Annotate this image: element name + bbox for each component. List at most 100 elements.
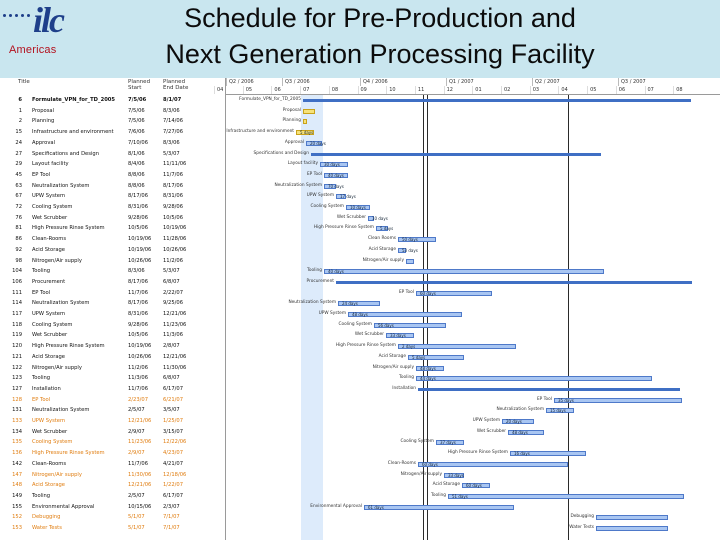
gantt-bar[interactable]: 20 days xyxy=(502,419,534,424)
table-row[interactable]: 155 Environmental Approval 10/15/06 2/3/07 xyxy=(0,502,224,513)
gantt-bar[interactable]: 48 days xyxy=(508,429,544,435)
table-row[interactable]: 148 Acid Storage 12/21/06 1/22/07 xyxy=(0,480,224,491)
gantt-bar[interactable]: 51 days xyxy=(448,493,684,499)
gantt-bar[interactable]: 15 days xyxy=(546,408,574,414)
gantt-bar[interactable]: 33 days xyxy=(444,472,464,478)
table-row[interactable]: 147 Nitrogen/Air supply 11/30/06 12/18/06 xyxy=(0,470,224,481)
table-row[interactable]: 98 Nitrogen/Air supply 10/26/06 11/2/06 xyxy=(0,256,224,267)
gantt-bar[interactable]: 10 days xyxy=(346,205,370,210)
gantt-bar[interactable]: 56 days xyxy=(374,322,446,328)
gantt-bar[interactable]: 50 days xyxy=(398,237,436,243)
row-end: 10/19/06 xyxy=(163,225,187,232)
gantt-bar[interactable]: 33 days xyxy=(386,333,414,339)
table-row[interactable]: 120 High Pressure Rinse System 10/19/06 2/8… xyxy=(0,341,224,352)
table-row[interactable]: 6 Formulate_VPN_for_TD_2005 7/5/06 8/1/07 xyxy=(0,95,224,106)
table-row[interactable]: 111 EP Tool 11/7/06 2/22/07 xyxy=(0,288,224,299)
table-row[interactable]: 2 Planning 7/5/06 7/14/06 xyxy=(0,116,224,127)
gantt-bar[interactable]: 37 days xyxy=(436,440,464,446)
table-row[interactable]: 86 Clean-Rooms 10/19/06 11/28/06 xyxy=(0,234,224,245)
table-row[interactable]: 117 UPW System 8/31/06 12/21/06 xyxy=(0,309,224,320)
table-row[interactable]: 136 High Pressure Rinse System 2/9/07 4/23/… xyxy=(0,448,224,459)
table-row[interactable]: 27 Specifications and Design 8/1/06 5/3/07 xyxy=(0,149,224,160)
gantt-bar[interactable] xyxy=(336,280,692,284)
gantt-bar[interactable] xyxy=(406,258,414,264)
table-row[interactable]: 135 Cooling System 11/23/06 12/22/06 xyxy=(0,437,224,448)
task-table: Title Planned Start Planned End Date 6 Fo… xyxy=(0,78,224,540)
row-start: 8/17/06 xyxy=(128,278,148,285)
gantt-bar[interactable]: 17 days xyxy=(336,194,356,200)
table-row[interactable]: 45 EP Tool 8/8/06 11/7/06 xyxy=(0,170,224,181)
table-row[interactable]: 127 Installation 11/7/06 6/17/07 xyxy=(0,384,224,395)
gantt-bar[interactable] xyxy=(596,515,668,521)
table-row[interactable]: 1 Proposal 7/5/06 8/3/06 xyxy=(0,106,224,117)
table-row[interactable]: 67 UPW System 8/17/06 8/31/06 xyxy=(0,191,224,202)
gantt-bar[interactable]: 10 days xyxy=(368,215,388,221)
gantt-bar[interactable]: 5 days xyxy=(296,130,314,136)
col-start-header: Planned Start xyxy=(128,79,151,91)
gantt-bar[interactable] xyxy=(311,152,601,156)
gantt-bar[interactable]: 61 days xyxy=(364,504,514,510)
gantt-bar[interactable]: 24 days xyxy=(338,301,380,307)
row-end: 5/3/07 xyxy=(163,150,180,157)
timeline-month: 06 xyxy=(271,86,300,94)
row-task-name: Debugging xyxy=(32,514,61,521)
table-row[interactable]: 123 Tooling 11/3/06 6/8/07 xyxy=(0,373,224,384)
row-end: 11/11/06 xyxy=(163,161,187,168)
gantt-bar[interactable]: 5 days xyxy=(376,226,393,232)
table-row[interactable]: 149 Tooling 2/5/07 6/17/07 xyxy=(0,491,224,502)
row-end: 4/23/07 xyxy=(163,450,183,457)
row-id: 67 xyxy=(15,193,22,200)
gantt-bar[interactable] xyxy=(303,108,315,114)
table-row[interactable]: 134 Wet Scrubber 2/9/07 3/15/07 xyxy=(0,427,224,438)
table-row[interactable]: 15 Infrastructure and environment 7/6/06 7/… xyxy=(0,127,224,138)
logo-dots-icon xyxy=(3,14,31,24)
gantt-bar[interactable]: 60 days xyxy=(418,461,568,467)
table-row[interactable]: 118 Cooling System 9/28/06 11/23/06 xyxy=(0,320,224,331)
gantt-bar-label: Cooling System xyxy=(338,321,373,327)
gantt-bar[interactable] xyxy=(596,526,668,531)
row-task-name: Planning xyxy=(32,118,55,125)
table-row[interactable]: 29 Layout facility 8/4/06 11/11/06 xyxy=(0,159,224,170)
gantt-bar[interactable]: 40 days xyxy=(324,269,604,275)
gantt-bar[interactable] xyxy=(303,99,691,102)
table-row[interactable]: 133 UPW System 12/21/06 1/25/07 xyxy=(0,416,224,427)
gantt-bar[interactable]: 60 days xyxy=(416,290,492,296)
timeline-month: 01 xyxy=(472,86,501,94)
row-task-name: Layout facility xyxy=(32,161,69,168)
table-row[interactable]: 152 Debugging 5/1/07 7/1/07 xyxy=(0,512,224,523)
gantt-bar[interactable]: 70 days xyxy=(324,183,344,189)
table-row[interactable]: 81 High Pressure Rinse System 10/5/06 10/19… xyxy=(0,223,224,234)
gantt-bar[interactable]: 53 days xyxy=(398,247,418,253)
timeline-quarter: Q2 / 2006 xyxy=(226,78,282,86)
gantt-bar[interactable]: 16 days xyxy=(510,451,586,457)
row-id: 147 xyxy=(12,471,22,478)
table-row[interactable]: 128 EP Tool 2/23/07 6/21/07 xyxy=(0,395,224,406)
table-row[interactable]: 119 Wet Scrubber 10/5/06 11/3/06 xyxy=(0,330,224,341)
table-row[interactable]: 153 Water Tests 5/1/07 7/1/07 xyxy=(0,523,224,534)
gantt-bar[interactable] xyxy=(303,119,307,125)
gantt-bar[interactable]: 5 days xyxy=(408,354,464,360)
table-row[interactable]: 63 Neutralization System 8/8/06 8/17/06 xyxy=(0,181,224,192)
gantt-bar[interactable]: 60 days xyxy=(462,483,490,489)
table-row[interactable]: 104 Tooling 8/3/06 5/3/07 xyxy=(0,266,224,277)
gantt-bar[interactable]: 30 days xyxy=(320,162,348,168)
gantt-bar[interactable]: 20 days xyxy=(306,140,326,146)
gantt-bar[interactable]: 35 days xyxy=(554,397,682,403)
table-row[interactable]: 92 Acid Storage 10/19/06 10/26/06 xyxy=(0,245,224,256)
table-row[interactable]: 122 Nitrogen/Air supply 11/2/06 11/30/06 xyxy=(0,363,224,374)
gantt-bar[interactable]: 48 days xyxy=(348,312,462,317)
table-row[interactable]: 72 Cooling System 8/31/06 9/28/06 xyxy=(0,202,224,213)
gantt-bar[interactable]: 2 days xyxy=(398,344,516,350)
gantt-bar[interactable]: 44 days xyxy=(416,376,652,382)
table-row[interactable]: 142 Clean-Rooms 11/7/06 4/21/07 xyxy=(0,459,224,470)
table-row[interactable]: 131 Neutralization System 2/5/07 3/5/07 xyxy=(0,405,224,416)
gantt-bar[interactable]: 40 days xyxy=(324,172,348,178)
table-row[interactable]: 114 Neutralization System 8/17/06 9/25/06 xyxy=(0,298,224,309)
table-row[interactable]: 121 Acid Storage 10/26/06 12/21/06 xyxy=(0,352,224,363)
gantt-bar[interactable] xyxy=(418,387,680,391)
table-row[interactable]: 76 Wet Scrubber 9/28/06 10/5/06 xyxy=(0,213,224,224)
row-task-name: Tooling xyxy=(32,492,51,499)
table-row[interactable]: 24 Approval 7/10/06 8/3/06 xyxy=(0,138,224,149)
table-row[interactable]: 106 Procurement 8/17/06 6/8/07 xyxy=(0,277,224,288)
gantt-bar[interactable]: 48 days xyxy=(416,365,444,371)
